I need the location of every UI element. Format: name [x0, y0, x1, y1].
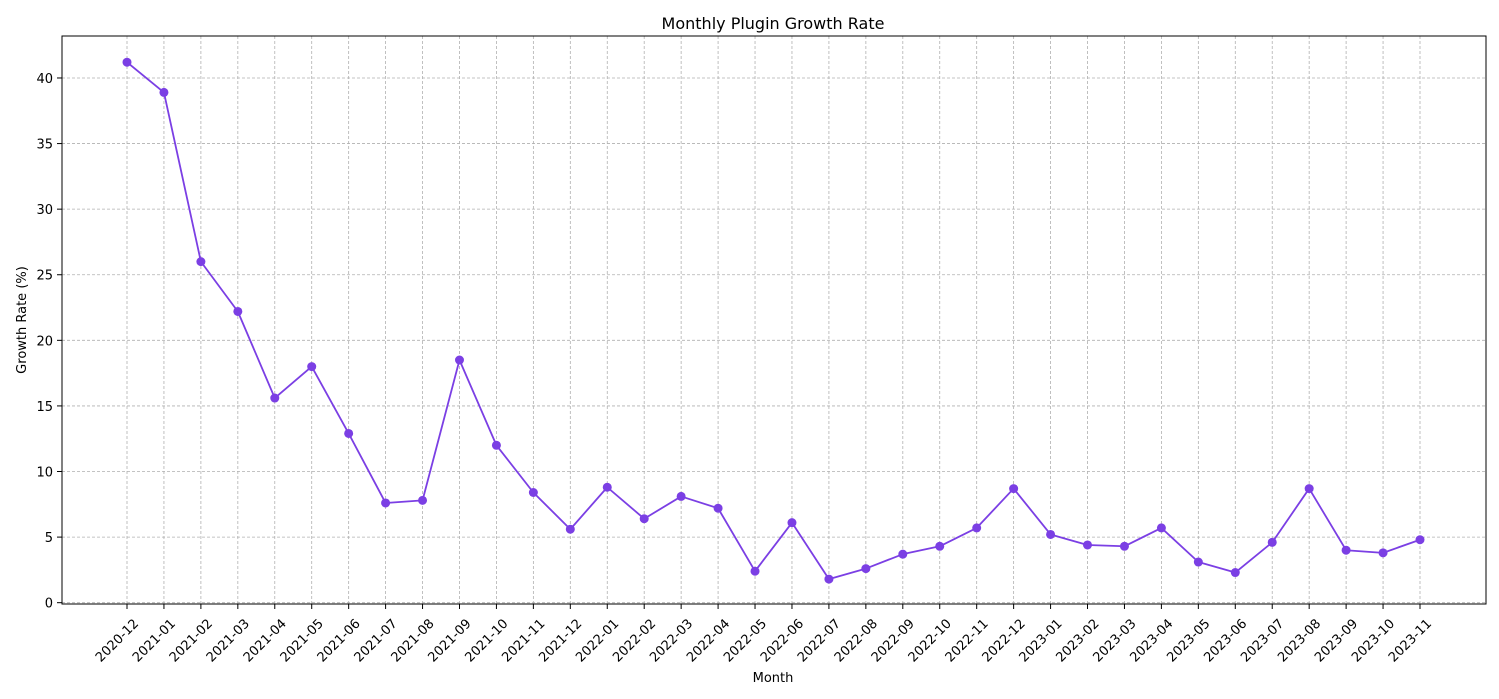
y-tick-label: 30 [36, 203, 53, 218]
y-tick-label: 5 [45, 531, 53, 546]
y-tick-label: 25 [36, 269, 53, 284]
data-point [713, 503, 723, 513]
data-point [1230, 568, 1240, 578]
data-point [270, 393, 280, 403]
grid-lines [62, 36, 1486, 604]
data-point [1378, 548, 1388, 558]
data-point [1083, 540, 1093, 550]
data-point [787, 518, 797, 528]
x-axis: 2020-122021-012021-022021-032021-042021-… [93, 604, 1435, 665]
data-point [1046, 529, 1056, 539]
data-point [861, 564, 871, 574]
data-point [1304, 484, 1314, 494]
data-point [602, 482, 612, 492]
data-point [935, 541, 945, 551]
data-point [750, 566, 760, 576]
data-point [1009, 484, 1019, 494]
data-point [676, 491, 686, 501]
data-point [381, 498, 391, 508]
data-point [1193, 557, 1203, 567]
y-tick-label: 0 [45, 597, 53, 612]
data-point [639, 514, 649, 524]
y-tick-label: 15 [36, 400, 53, 415]
data-point [1267, 537, 1277, 547]
data-point [307, 362, 317, 372]
y-tick-label: 35 [36, 138, 53, 153]
data-point [491, 440, 501, 450]
y-tick-label: 10 [36, 466, 53, 481]
y-tick-label: 20 [36, 334, 53, 349]
data-point [1341, 545, 1351, 555]
series-layer [122, 57, 1425, 584]
data-point [454, 355, 464, 365]
data-point [418, 495, 428, 505]
y-axis: 0 5 10 15 20 25 30 35 40 [36, 72, 62, 612]
data-point [528, 487, 538, 497]
data-point [196, 257, 206, 267]
y-tick-label: 40 [36, 72, 53, 87]
data-point [565, 524, 575, 534]
data-point [1415, 535, 1425, 545]
data-point [1156, 523, 1166, 533]
data-point [1119, 541, 1129, 551]
plot-area-frame [61, 35, 1487, 605]
data-point [159, 87, 169, 97]
series-line [126, 61, 1421, 580]
x-axis-label: Month [753, 671, 794, 686]
data-point [898, 549, 908, 559]
data-point [233, 306, 243, 316]
y-axis-label: Growth Rate (%) [15, 266, 30, 374]
data-point [122, 57, 132, 67]
data-point [972, 523, 982, 533]
data-point [344, 428, 354, 438]
chart-title: Monthly Plugin Growth Rate [662, 14, 885, 33]
data-point [824, 574, 834, 584]
